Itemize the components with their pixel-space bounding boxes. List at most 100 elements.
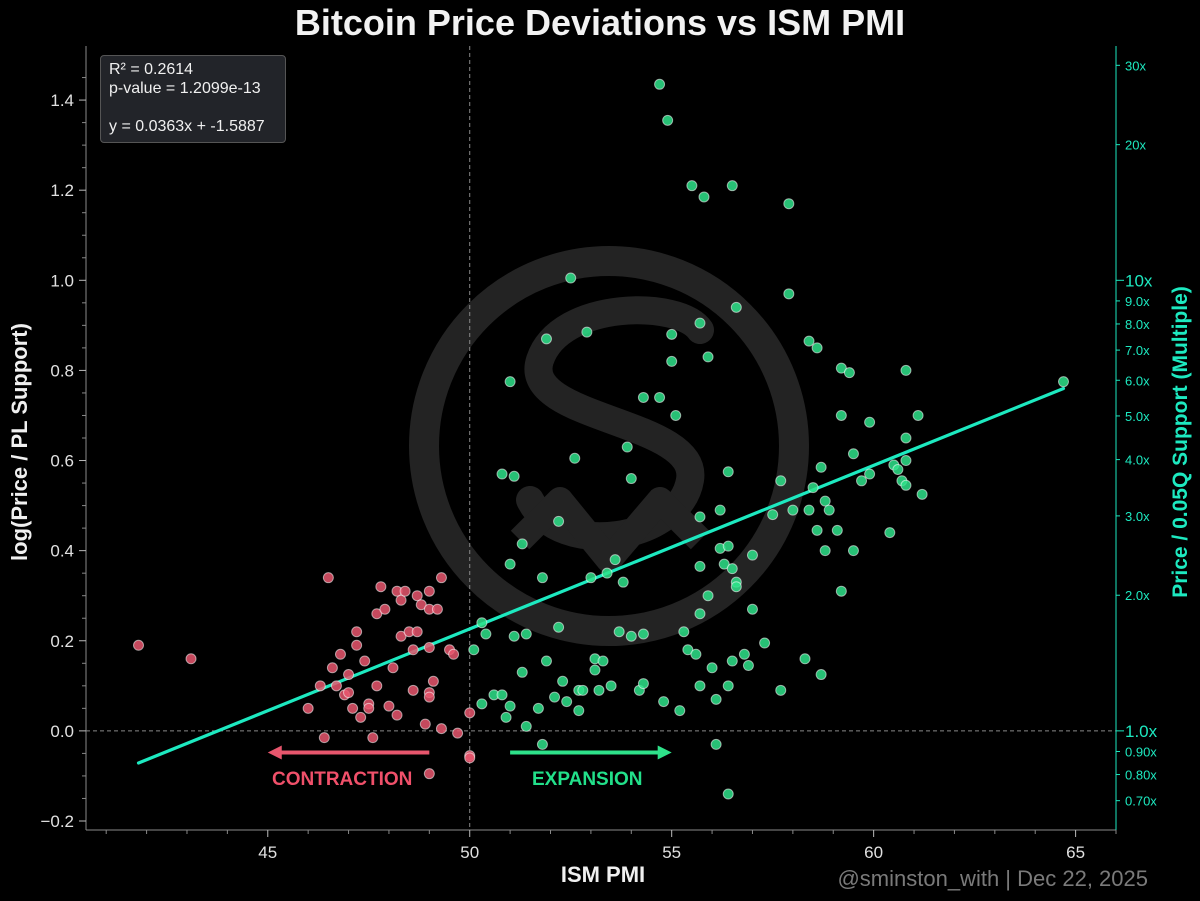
contraction-point (343, 687, 355, 699)
expansion-point (799, 653, 811, 665)
expansion-point (710, 738, 722, 750)
x-tick-label: 50 (460, 843, 479, 862)
contraction-point (435, 572, 447, 584)
expansion-point (847, 448, 859, 460)
regression-trend-line (136, 386, 1066, 765)
right-y-tick-label: 30x (1125, 58, 1146, 73)
expansion-point (847, 545, 859, 557)
expansion-point (702, 590, 714, 602)
expansion-point (516, 538, 528, 550)
expansion-point (468, 644, 480, 656)
expansion-point (504, 376, 516, 388)
expansion-point (553, 515, 565, 527)
expansion-point (666, 355, 678, 367)
expansion-point (662, 114, 674, 126)
expansion-point (585, 572, 597, 584)
expansion-point (637, 391, 649, 403)
expansion-point (815, 461, 827, 473)
expansion-point (536, 738, 548, 750)
expansion-point (504, 700, 516, 712)
expansion-point (625, 473, 637, 485)
expansion-point (811, 524, 823, 536)
chart-title: Bitcoin Price Deviations vs ISM PMI (294, 2, 906, 43)
expansion-point (617, 576, 629, 588)
right-y-tick-label: 6.0x (1125, 373, 1150, 388)
expansion-point (540, 655, 552, 667)
expansion-point (726, 180, 738, 192)
contraction-point (371, 680, 383, 692)
expansion-point (726, 655, 738, 667)
right-y-tick-label: 1.0x (1125, 722, 1158, 741)
expansion-point (593, 684, 605, 696)
right-y-tick-label: 10x (1125, 271, 1153, 290)
expansion-point (597, 655, 609, 667)
right-y-tick-label: 8.0x (1125, 317, 1150, 332)
expansion-point (609, 554, 621, 566)
x-tick-label: 60 (864, 843, 883, 862)
expansion-point (694, 680, 706, 692)
contraction-point (464, 752, 476, 764)
x-tick-label: 45 (258, 843, 277, 862)
contraction-point (411, 590, 423, 602)
right-y-tick-label: 4.0x (1125, 453, 1150, 468)
expansion-point (480, 628, 492, 640)
contraction-point (407, 644, 419, 656)
expansion-point (553, 621, 565, 633)
x-axis-label: ISM PMI (560, 862, 646, 887)
expansion-point (666, 328, 678, 340)
expansion-point (831, 524, 843, 536)
expansion-point (670, 409, 682, 421)
expansion-point (654, 391, 666, 403)
contraction-point (133, 639, 145, 651)
expansion-point (835, 585, 847, 597)
expansion-point (710, 693, 722, 705)
contraction-point (351, 626, 363, 638)
expansion-point (787, 504, 799, 516)
expansion-point (730, 301, 742, 313)
expansion-point (581, 326, 593, 338)
expansion-point (569, 452, 581, 464)
expansion-point (900, 455, 912, 467)
expansion-point (746, 549, 758, 561)
expansion-point (722, 466, 734, 478)
contraction-point (464, 707, 476, 719)
contraction-label: CONTRACTION (272, 769, 413, 790)
contraction-point (302, 702, 314, 714)
contraction-point (314, 680, 326, 692)
y-tick-label: 0.0 (50, 722, 74, 741)
sw-logo-icon (409, 246, 809, 646)
expansion-point (601, 567, 613, 579)
contraction-point (343, 669, 355, 681)
contraction-point (423, 768, 435, 780)
expansion-point (775, 684, 787, 696)
expansion-point (536, 572, 548, 584)
right-y-tick-label: 9.0x (1125, 294, 1150, 309)
expansion-point (520, 720, 532, 732)
expansion-point (625, 630, 637, 642)
right-y-tick-label: 20x (1125, 138, 1146, 153)
expansion-point (759, 637, 771, 649)
right-y-tick-label: 5.0x (1125, 409, 1150, 424)
contraction-point (379, 603, 391, 615)
expansion-point (577, 684, 589, 696)
contraction-point (423, 585, 435, 597)
right-y-tick-label: 2.0x (1125, 588, 1150, 603)
contraction-point (367, 732, 379, 744)
expansion-point (823, 504, 835, 516)
expansion-point (783, 198, 795, 210)
right-y-tick-label: 0.90x (1125, 744, 1157, 759)
contraction-point (411, 626, 423, 638)
contraction-point (359, 655, 371, 667)
expansion-point (722, 680, 734, 692)
expansion-point (884, 527, 896, 539)
expansion-point (686, 180, 698, 192)
contraction-point (391, 709, 403, 721)
contraction-point (427, 675, 439, 687)
contraction-arrow-head (267, 745, 282, 760)
contraction-point (419, 718, 431, 730)
expansion-point (694, 608, 706, 620)
contraction-point (423, 691, 435, 703)
expansion-point (694, 511, 706, 523)
contraction-point (351, 639, 363, 651)
author-credit: @sminston_with | Dec 22, 2025 (837, 866, 1148, 891)
